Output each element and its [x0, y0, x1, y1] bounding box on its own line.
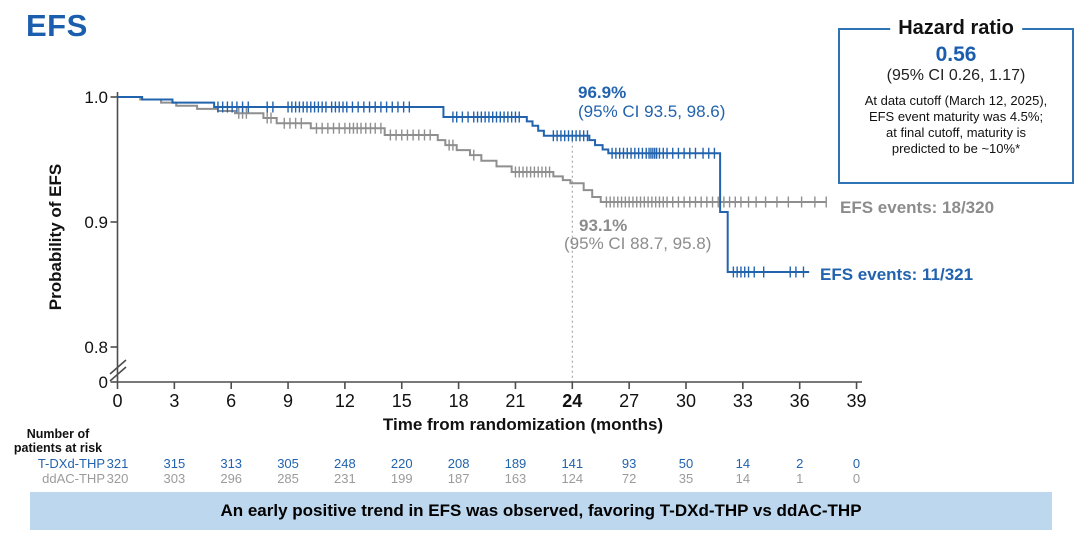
x-tick-label: 9 — [283, 391, 294, 411]
hazard-ratio-box: Hazard ratio 0.56 (95% CI 0.26, 1.17) At… — [838, 17, 1074, 184]
x-tick-label: 30 — [675, 391, 697, 411]
at-risk-count: 2 — [796, 456, 804, 471]
x-tick-label: 21 — [505, 391, 526, 411]
page-title: EFS — [26, 8, 88, 43]
y-tick-label: 0.9 — [84, 212, 108, 232]
at-risk-count: 220 — [390, 456, 413, 471]
axis-break-slash — [109, 359, 127, 375]
at-risk-count: 199 — [390, 471, 413, 486]
at-risk-header: Number of patients at risk — [2, 427, 114, 455]
landmark-tdxd-pct: 96.9% — [578, 83, 627, 102]
at-risk-header-line2: patients at risk — [13, 441, 103, 455]
at-risk-row-label-ddac-thp: ddAC-THP — [42, 471, 105, 486]
y-tick-label: 1.0 — [84, 87, 108, 107]
note-line-3: at final cutoff, maturity is — [886, 125, 1026, 140]
conclusion-banner: An early positive trend in EFS was obser… — [30, 492, 1052, 530]
conclusion-banner-text: An early positive trend in EFS was obser… — [220, 501, 862, 520]
x-tick-label: 0 — [112, 391, 123, 411]
at-risk-count: 285 — [277, 471, 299, 486]
x-tick-label: 27 — [619, 391, 640, 411]
at-risk-count: 296 — [220, 471, 243, 486]
at-risk-count: 187 — [447, 471, 470, 486]
hazard-ratio-title: Hazard ratio — [890, 17, 1022, 40]
note-line-1: At data cutoff (March 12, 2025), — [864, 93, 1048, 108]
y-tick-label: 0 — [98, 372, 108, 392]
at-risk-count: 320 — [106, 471, 129, 486]
at-risk-count: 93 — [621, 456, 637, 471]
at-risk-count: 305 — [277, 456, 299, 471]
km-curve-ddac-thp — [117, 96, 827, 203]
y-axis-title: Probability of EFS — [46, 163, 65, 311]
at-risk-count: 208 — [447, 456, 470, 471]
efs-events-ddac-label: EFS events: 18/320 — [840, 198, 995, 217]
at-risk-count: 0 — [852, 471, 861, 486]
at-risk-count: 35 — [678, 471, 694, 486]
x-tick-label: 39 — [846, 391, 867, 411]
landmark-ddac-ci: (95% CI 88.7, 95.8) — [564, 234, 712, 253]
landmark-tdxd-ci: (95% CI 93.5, 98.6) — [578, 102, 726, 121]
at-risk-count: 321 — [106, 456, 129, 471]
at-risk-count: 163 — [504, 471, 527, 486]
at-risk-count: 0 — [852, 456, 861, 471]
at-risk-header-line1: Number of — [26, 427, 90, 441]
x-tick-label: 18 — [448, 391, 469, 411]
at-risk-count: 313 — [220, 456, 243, 471]
at-risk-count: 50 — [678, 456, 694, 471]
at-risk-count: 72 — [621, 471, 637, 486]
x-tick-label: 12 — [334, 391, 355, 411]
at-risk-count: 14 — [735, 471, 751, 486]
hazard-ratio-ci: (95% CI 0.26, 1.17) — [886, 67, 1026, 84]
hazard-ratio-note: At data cutoff (March 12, 2025), EFS eve… — [840, 93, 1072, 157]
note-line-2: EFS event maturity was 4.5%; — [868, 109, 1044, 124]
x-tick-label: 3 — [169, 391, 180, 411]
at-risk-count: 248 — [334, 456, 356, 471]
x-tick-label: 24 — [562, 391, 583, 411]
y-tick-label: 0.8 — [84, 337, 108, 357]
at-risk-count: 124 — [561, 471, 584, 486]
efs-events-tdxd-label: EFS events: 11/321 — [820, 265, 974, 284]
at-risk-count: 141 — [561, 456, 584, 471]
axis-break-slash — [109, 366, 127, 382]
landmark-ddac-pct: 93.1% — [579, 216, 628, 235]
at-risk-count: 14 — [735, 456, 751, 471]
at-risk-count: 303 — [163, 471, 186, 486]
at-risk-count: 189 — [504, 456, 527, 471]
x-axis-title: Time from randomization (months) — [382, 415, 664, 434]
hazard-ratio-value: 0.56 — [935, 43, 977, 66]
at-risk-count: 1 — [796, 471, 804, 486]
x-tick-label: 15 — [391, 391, 412, 411]
x-tick-label: 33 — [732, 391, 753, 411]
x-tick-label: 6 — [226, 391, 237, 411]
at-risk-row-label-t-dxd-thp: T-DXd-THP — [37, 456, 105, 471]
x-tick-label: 36 — [789, 391, 810, 411]
at-risk-count: 315 — [163, 456, 186, 471]
note-line-4: predicted to be ~10%* — [891, 141, 1021, 156]
at-risk-count: 231 — [334, 471, 356, 486]
